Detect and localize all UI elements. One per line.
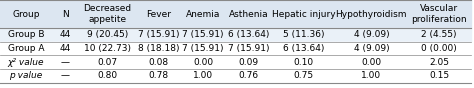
Bar <box>0 42 52 55</box>
Bar <box>78 28 137 42</box>
Bar <box>225 69 272 83</box>
Text: Fever: Fever <box>146 10 171 19</box>
Bar <box>78 0 137 28</box>
Bar <box>78 55 137 69</box>
Bar <box>407 28 471 42</box>
Text: Hepatic injury: Hepatic injury <box>272 10 336 19</box>
Text: 44: 44 <box>60 44 71 53</box>
Bar <box>225 0 272 28</box>
Text: 0.00: 0.00 <box>193 58 213 67</box>
Text: 0.00: 0.00 <box>361 58 382 67</box>
Bar <box>336 42 407 55</box>
Text: p value: p value <box>9 71 43 80</box>
Text: 1.00: 1.00 <box>193 71 213 80</box>
Text: 5 (11.36): 5 (11.36) <box>283 30 324 40</box>
Bar <box>52 42 78 55</box>
Text: Asthenia: Asthenia <box>228 10 268 19</box>
Bar <box>181 28 225 42</box>
Text: 8 (18.18): 8 (18.18) <box>138 44 180 53</box>
Text: 7 (15.91): 7 (15.91) <box>138 30 180 40</box>
Text: 1.00: 1.00 <box>361 71 382 80</box>
Text: 0.08: 0.08 <box>149 58 169 67</box>
Text: χ² value: χ² value <box>8 58 45 67</box>
Text: Decreased
appetite: Decreased appetite <box>83 4 131 24</box>
Bar <box>181 0 225 28</box>
Bar <box>137 28 181 42</box>
Text: 2 (4.55): 2 (4.55) <box>421 30 457 40</box>
Text: 7 (15.91): 7 (15.91) <box>228 44 269 53</box>
Text: 0.10: 0.10 <box>293 58 314 67</box>
Text: 0.76: 0.76 <box>238 71 258 80</box>
Bar <box>137 0 181 28</box>
Text: Group: Group <box>12 10 40 19</box>
Bar <box>407 42 471 55</box>
Bar <box>336 0 407 28</box>
Text: 6 (13.64): 6 (13.64) <box>283 44 324 53</box>
Bar <box>0 0 52 28</box>
Text: 44: 44 <box>60 30 71 40</box>
Text: Anemia: Anemia <box>186 10 220 19</box>
Bar <box>137 42 181 55</box>
Text: 0 (0.00): 0 (0.00) <box>421 44 457 53</box>
Bar <box>407 55 471 69</box>
Bar <box>407 69 471 83</box>
Bar <box>225 28 272 42</box>
Bar <box>181 42 225 55</box>
Bar <box>0 69 52 83</box>
Bar <box>52 55 78 69</box>
Text: 9 (20.45): 9 (20.45) <box>87 30 128 40</box>
Bar <box>272 42 336 55</box>
Bar <box>272 0 336 28</box>
Text: 0.07: 0.07 <box>97 58 118 67</box>
Bar <box>78 42 137 55</box>
Bar <box>52 0 78 28</box>
Bar <box>336 69 407 83</box>
Bar <box>336 28 407 42</box>
Text: Group B: Group B <box>8 30 45 40</box>
Text: 7 (15.91): 7 (15.91) <box>182 44 224 53</box>
Text: 0.78: 0.78 <box>149 71 169 80</box>
Text: 2.05: 2.05 <box>429 58 449 67</box>
Text: N: N <box>62 10 69 19</box>
Bar <box>181 69 225 83</box>
Bar <box>137 55 181 69</box>
Bar <box>225 42 272 55</box>
Text: 0.15: 0.15 <box>429 71 449 80</box>
Bar <box>336 55 407 69</box>
Bar <box>0 55 52 69</box>
Text: Hypothyroidism: Hypothyroidism <box>336 10 407 19</box>
Bar <box>181 55 225 69</box>
Text: 4 (9.09): 4 (9.09) <box>354 44 389 53</box>
Bar <box>272 69 336 83</box>
Text: Vascular
proliferation: Vascular proliferation <box>411 4 467 24</box>
Text: 0.09: 0.09 <box>238 58 258 67</box>
Bar <box>78 69 137 83</box>
Text: 7 (15.91): 7 (15.91) <box>182 30 224 40</box>
Text: Group A: Group A <box>8 44 45 53</box>
Bar <box>272 28 336 42</box>
Text: —: — <box>61 71 70 80</box>
Text: 0.75: 0.75 <box>293 71 314 80</box>
Bar <box>0 28 52 42</box>
Text: 0.80: 0.80 <box>97 71 118 80</box>
Text: 10 (22.73): 10 (22.73) <box>84 44 131 53</box>
Bar <box>137 69 181 83</box>
Text: —: — <box>61 58 70 67</box>
Bar <box>225 55 272 69</box>
Text: 4 (9.09): 4 (9.09) <box>354 30 389 40</box>
Bar <box>407 0 471 28</box>
Text: 6 (13.64): 6 (13.64) <box>228 30 269 40</box>
Bar <box>52 28 78 42</box>
Bar <box>272 55 336 69</box>
Bar <box>52 69 78 83</box>
